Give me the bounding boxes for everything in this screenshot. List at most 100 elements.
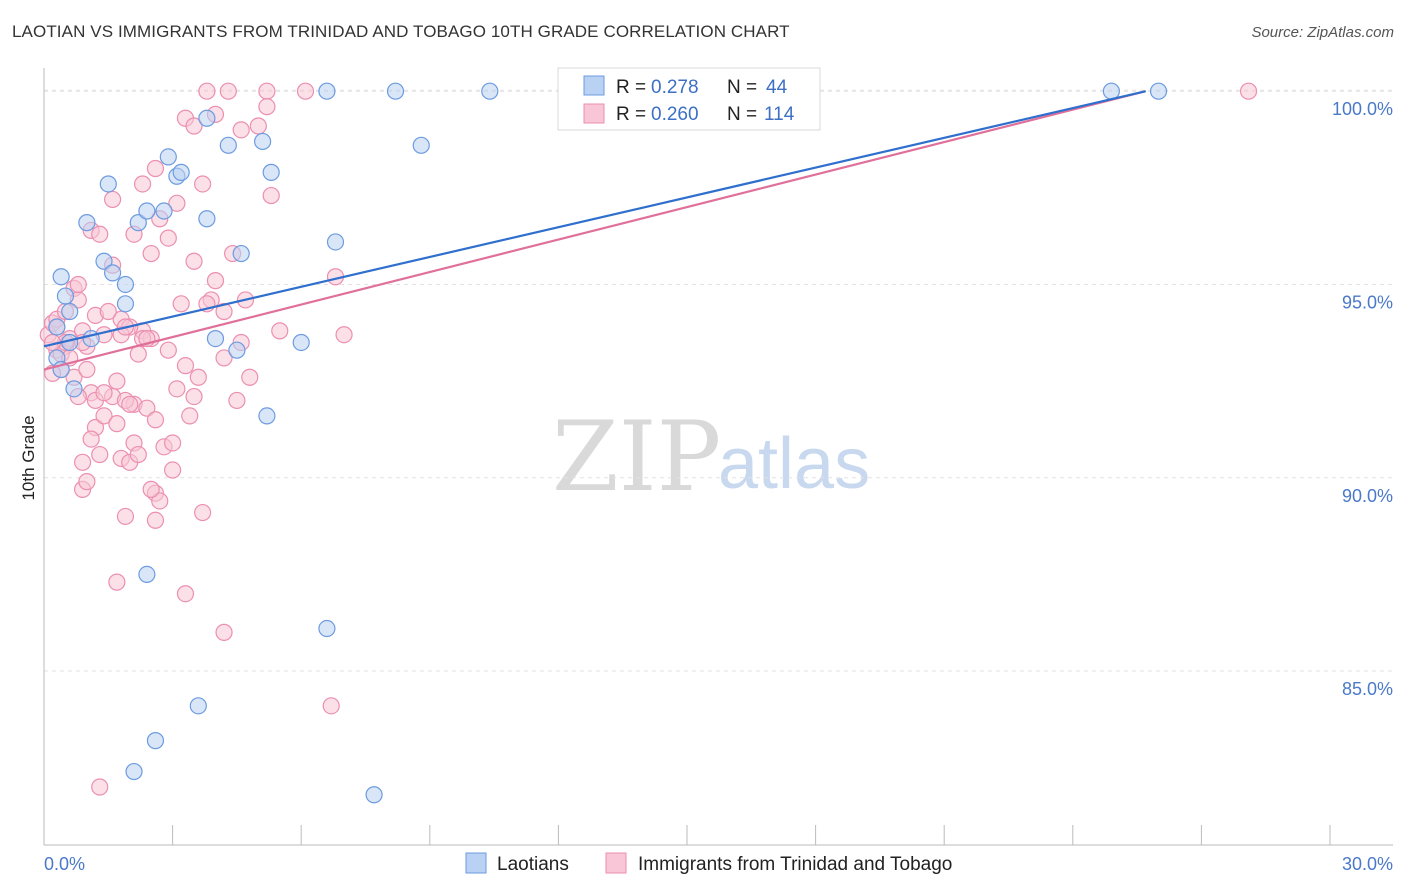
laotians-point	[481, 82, 499, 100]
trinidad-point	[185, 387, 203, 406]
trinidad-point	[262, 186, 280, 205]
watermark: ZIP atlas	[552, 401, 870, 513]
laotians-point	[365, 786, 383, 804]
trinidad-point	[296, 82, 315, 100]
y-tick-label-0: 85.0%	[1342, 679, 1393, 699]
trinidad-point	[185, 252, 203, 270]
trinidad-point	[185, 117, 203, 135]
trinidad-point	[164, 461, 182, 479]
laotians-point	[159, 148, 177, 166]
laotians-point	[129, 214, 147, 232]
laotians-point	[61, 302, 79, 321]
x-tick-labels: 0.0% 30.0%	[44, 854, 1393, 874]
trinidad-point	[146, 411, 165, 429]
trinidad-point	[146, 159, 165, 178]
chart-title: LAOTIAN VS IMMIGRANTS FROM TRINIDAD AND …	[12, 22, 790, 41]
x-tick-marks	[43, 825, 1331, 845]
trinidad-point	[249, 117, 267, 135]
trinidad-point	[91, 225, 109, 243]
trinidad-point	[91, 778, 109, 796]
laotians-point	[206, 329, 225, 348]
legend-label-laotians: Laotians	[497, 854, 569, 875]
trinidad-point	[159, 341, 177, 359]
laotians-point	[292, 333, 310, 352]
trend-line-laotians	[43, 90, 1146, 348]
laotians-point	[116, 295, 135, 313]
stats-r-value-laotians: 0.278	[651, 77, 699, 98]
trinidad-point	[1239, 82, 1258, 100]
trinidad-point	[133, 175, 152, 193]
stats-n-label-trinidad: N =	[727, 104, 757, 125]
laotians-point	[198, 109, 216, 127]
stats-r-label-laotians: R =	[616, 77, 646, 98]
trinidad-point	[146, 511, 165, 529]
trinidad-point	[176, 585, 195, 603]
trinidad-point	[219, 82, 237, 100]
trinidad-point	[82, 430, 100, 448]
trinidad-point	[258, 98, 276, 116]
trinidad-point	[172, 295, 190, 313]
trinidad-point	[194, 503, 212, 522]
laotians-point	[412, 136, 430, 154]
laotians-point	[326, 233, 345, 251]
laotians-point	[198, 210, 216, 228]
laotians-point	[56, 287, 75, 305]
laotians-point	[116, 275, 135, 294]
laotians-point	[386, 82, 405, 100]
laotians-point	[138, 202, 156, 220]
laotians-point	[52, 268, 70, 286]
trinidad-point	[103, 190, 122, 209]
legend-label-trinidad: Immigrants from Trinidad and Tobago	[638, 854, 952, 875]
trinidad-point	[164, 434, 182, 452]
trinidad-point	[271, 322, 289, 340]
trinidad-point	[108, 415, 126, 433]
laotians-point	[318, 82, 336, 100]
laotians-point	[78, 214, 96, 232]
trinidad-point	[322, 697, 340, 715]
trinidad-point	[159, 229, 177, 247]
stats-swatch-trinidad	[583, 103, 605, 124]
laotians-point	[125, 762, 143, 781]
trinidad-point	[73, 453, 92, 471]
trinidad-point	[206, 272, 225, 290]
trinidad-point	[228, 391, 246, 410]
laotians-point	[262, 163, 280, 181]
trinidad-point	[91, 445, 109, 464]
trinidad-point	[108, 372, 126, 390]
trinidad-point	[99, 302, 117, 321]
trinidad-point	[129, 445, 147, 464]
y-tick-label-2: 95.0%	[1342, 292, 1393, 312]
stats-n-label-laotians: N =	[727, 77, 757, 98]
laotians-point	[99, 175, 117, 193]
trinidad-point	[129, 345, 147, 363]
laotians-point	[103, 264, 122, 282]
trinidad-point	[181, 407, 199, 425]
trinidad-point	[176, 357, 195, 375]
stats-box: R = 0.278 N = 44 R = 0.260 N = 114	[557, 67, 821, 131]
series-trinidad-points	[39, 82, 1258, 796]
y-tick-labels: 85.0% 90.0% 95.0% 100.0%	[1332, 99, 1393, 699]
trinidad-point	[138, 399, 156, 417]
laotians-point	[318, 619, 336, 638]
trinidad-point	[121, 395, 139, 413]
axes	[43, 68, 1393, 846]
laotians-point	[65, 380, 83, 398]
x-tick-label-1: 30.0%	[1342, 854, 1393, 874]
stats-r-label-trinidad: R =	[616, 104, 646, 125]
trinidad-point	[215, 623, 233, 641]
trinidad-point	[78, 473, 96, 491]
trinidad-point	[142, 480, 160, 498]
y-tick-label-3: 100.0%	[1332, 99, 1393, 119]
trinidad-point	[241, 368, 259, 386]
stats-n-value-laotians: 44	[766, 77, 788, 98]
watermark-atlas: atlas	[718, 424, 870, 504]
trend-line-trinidad	[43, 90, 1146, 371]
laotians-point	[146, 732, 165, 750]
trinidad-point	[198, 82, 216, 100]
laotians-point	[138, 565, 156, 584]
trinidad-point	[151, 492, 169, 510]
laotians-point	[189, 697, 207, 715]
laotians-point	[219, 136, 237, 154]
laotians-point	[48, 318, 66, 336]
